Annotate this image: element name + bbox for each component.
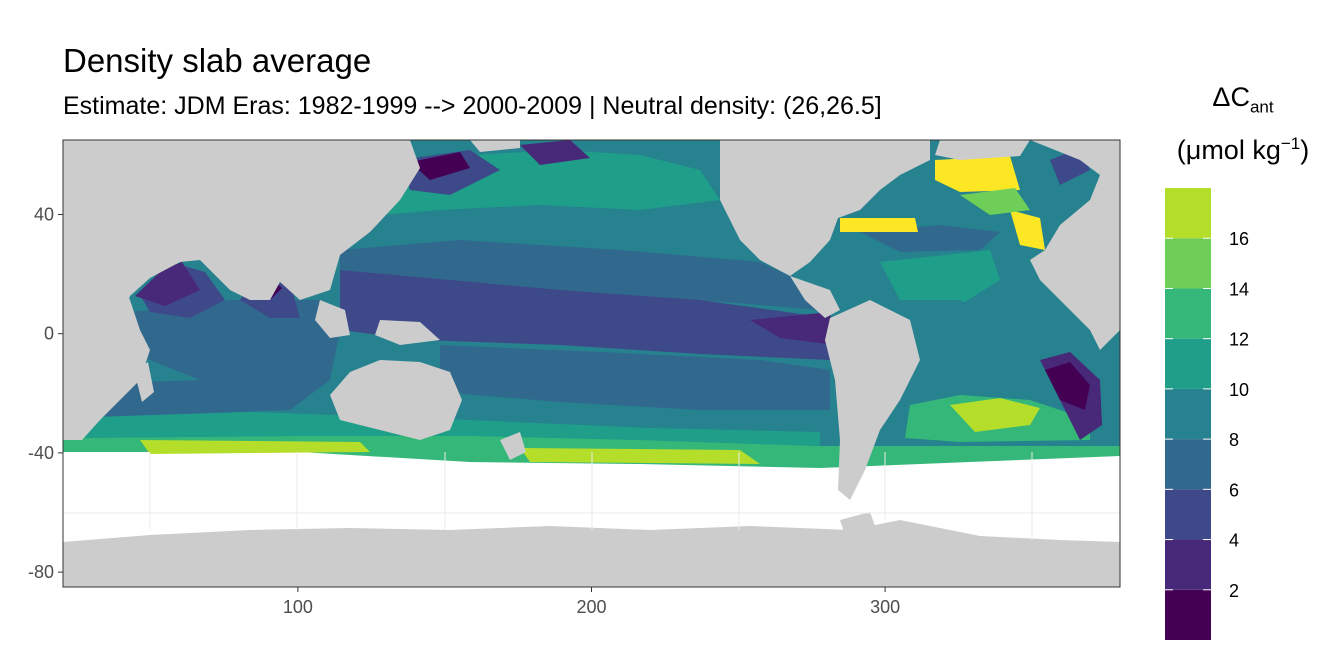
- south-indian-band: [140, 440, 370, 454]
- okhotsk-sea: [410, 152, 470, 180]
- legend-units-suffix: ): [1300, 135, 1310, 165]
- land-central-america: [790, 276, 840, 318]
- land-kamchatka: [470, 140, 520, 152]
- legend-labels: 2 4 6 8 10 12 14 16: [1165, 229, 1249, 601]
- legend-tick-label: 8: [1229, 430, 1239, 450]
- plot-title: Density slab average: [63, 42, 372, 79]
- x-axis: 100 200 300: [283, 587, 900, 617]
- y-tick-label: 40: [34, 205, 54, 225]
- x-tick-label: 200: [576, 597, 606, 617]
- legend-tick-label: 16: [1229, 229, 1249, 249]
- land-north-america: [720, 140, 930, 276]
- legend-tick-label: 12: [1229, 330, 1249, 350]
- gridlines: [63, 452, 1120, 540]
- x-tick-label: 100: [283, 597, 313, 617]
- legend-color-step: [1165, 439, 1211, 490]
- land-antarctic-peninsula: [840, 512, 880, 550]
- legend-units: (μmol kg−1): [1163, 134, 1323, 166]
- subtropical-atlantic: [880, 250, 1000, 305]
- south-pacific-band: [520, 448, 760, 464]
- bering-sea: [520, 140, 590, 165]
- legend-color-step: [1165, 539, 1211, 590]
- legend-color-step: [1165, 589, 1211, 640]
- irminger-sea: [960, 188, 1030, 215]
- legend-color-step: [1165, 388, 1211, 440]
- land-new-guinea: [375, 320, 440, 345]
- legend-tick-label: 4: [1229, 531, 1239, 551]
- legend-title-subscript: ant: [1249, 97, 1274, 117]
- land-new-zealand: [500, 432, 526, 460]
- legend-tick-label: 10: [1229, 380, 1249, 400]
- south-atlantic-band: [950, 398, 1040, 432]
- labrador-sea: [935, 156, 1020, 192]
- iceland-basin: [1010, 210, 1045, 250]
- legend-title: ΔCant: [1163, 82, 1323, 117]
- land-africa: [63, 140, 150, 440]
- legend-tick-label: 2: [1229, 581, 1239, 601]
- legend-color-step: [1165, 288, 1211, 339]
- y-axis: 40 0 -40 -80: [28, 205, 63, 582]
- gulf-stream: [840, 218, 918, 232]
- eastern-tropical-pacific: [750, 312, 835, 345]
- land-madagascar: [134, 362, 154, 402]
- legend-tick-label: 6: [1229, 480, 1239, 500]
- land-europe-africa-east: [1030, 140, 1120, 350]
- land-eurasia-africa: [63, 140, 420, 342]
- map-layers: [63, 140, 1120, 587]
- legend-units-prefix: (μmol kg: [1176, 135, 1281, 165]
- y-tick-label: 0: [44, 324, 54, 344]
- equatorial-pacific: [340, 270, 830, 360]
- arabian-sea: [135, 262, 200, 306]
- land-australia: [330, 360, 462, 440]
- legend-tick-label: 14: [1229, 279, 1249, 299]
- y-tick-label: -40: [28, 443, 54, 463]
- land-greenland: [935, 140, 1030, 160]
- land-south-america: [825, 300, 920, 500]
- north-pacific-mid: [340, 240, 820, 310]
- legend-color-step: [1165, 338, 1211, 389]
- x-tick-label: 300: [870, 597, 900, 617]
- land: [63, 140, 1120, 587]
- land-southeast-asia: [315, 300, 350, 338]
- south-pacific-subtropics: [440, 345, 830, 410]
- plot-subtitle: Estimate: JDM Eras: 1982-1999 --> 2000-2…: [63, 92, 882, 120]
- legend-colorbar: [1165, 188, 1211, 640]
- legend-title-symbol: ΔC: [1212, 82, 1250, 112]
- angola-basin: [1045, 362, 1090, 410]
- legend-color-step: [1165, 489, 1211, 540]
- legend-color-step: [1165, 238, 1211, 289]
- y-tick-label: -80: [28, 562, 54, 582]
- legend-color-step: [1165, 188, 1211, 239]
- legend-units-superscript: −1: [1280, 134, 1301, 153]
